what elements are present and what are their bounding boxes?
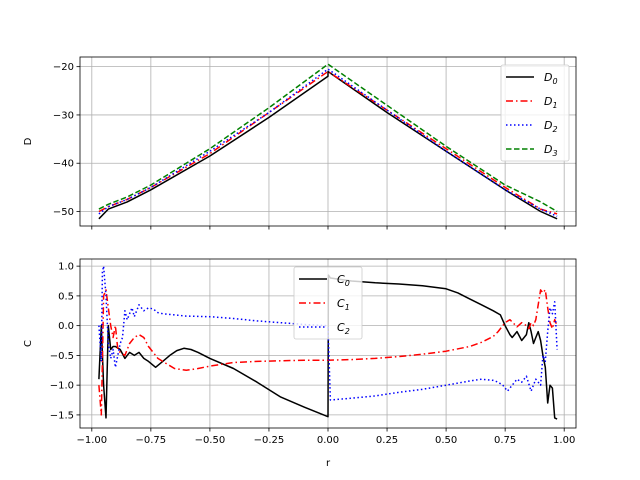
bottom-panel-y-tick-label: 1.0	[58, 262, 74, 273]
top-panel-y-tick-label: −50	[53, 207, 74, 218]
bottom-panel-x-tick-label: 0.50	[435, 435, 457, 446]
bottom-panel-y-axis-label: C	[23, 340, 34, 347]
bottom-panel-x-tick-label: 0.25	[376, 435, 398, 446]
top-panel-series-d2-line	[98, 68, 558, 217]
bottom-panel-y-tick-label: −1.0	[50, 381, 74, 392]
top-panel-series-d1-line	[98, 70, 558, 215]
bottom-panel-series-c1-line	[98, 289, 558, 416]
bottom-panel-y-tick-label: −1.5	[50, 410, 74, 421]
top-panel-series	[98, 63, 558, 220]
bottom-panel-x-tick-label: −1.00	[76, 435, 107, 446]
top-panel-x-ticks	[91, 226, 565, 230]
bottom-panel-x-tick-label: −0.25	[254, 435, 285, 446]
bottom-panel-x-ticks: −1.00 −0.75 −0.50 −0.25 0.00 0.25 0.50 0.75 1.00	[76, 428, 575, 446]
bottom-panel-x-tick-label: 0.00	[317, 435, 339, 446]
top-panel-y-ticks: −20 −30 −40 −50	[53, 62, 80, 218]
top-panel-series-d3-line	[98, 63, 558, 213]
bottom-panel-y-tick-label: 0.5	[58, 291, 74, 302]
bottom-panel-x-tick-label: −0.50	[195, 435, 226, 446]
top-panel-y-tick-label: −30	[53, 110, 74, 121]
top-panel-y-axis-label: D	[23, 137, 34, 145]
bottom-panel-x-tick-label: 0.75	[494, 435, 516, 446]
top-panel-y-tick-label: −40	[53, 159, 74, 170]
bottom-panel-c: −1.00 −0.75 −0.50 −0.25 0.00 0.25 0.50 0.75 1.00…	[23, 258, 577, 469]
bottom-panel-y-ticks: 1.0 0.5 0.0 −0.5 −1.0 −1.5	[50, 262, 80, 421]
bottom-panel-x-axis-label: r	[326, 458, 331, 469]
bottom-panel-legend-box	[293, 266, 363, 340]
bottom-panel-y-tick-label: 0.0	[58, 321, 74, 332]
top-panel-legend-box	[500, 64, 570, 162]
bottom-panel-x-tick-label: 1.00	[553, 435, 575, 446]
top-panel-series-d0-line	[98, 70, 558, 220]
bottom-panel-x-tick-label: −0.75	[136, 435, 167, 446]
top-panel-y-tick-label: −20	[53, 62, 74, 73]
bottom-panel-y-tick-label: −0.5	[50, 351, 74, 362]
